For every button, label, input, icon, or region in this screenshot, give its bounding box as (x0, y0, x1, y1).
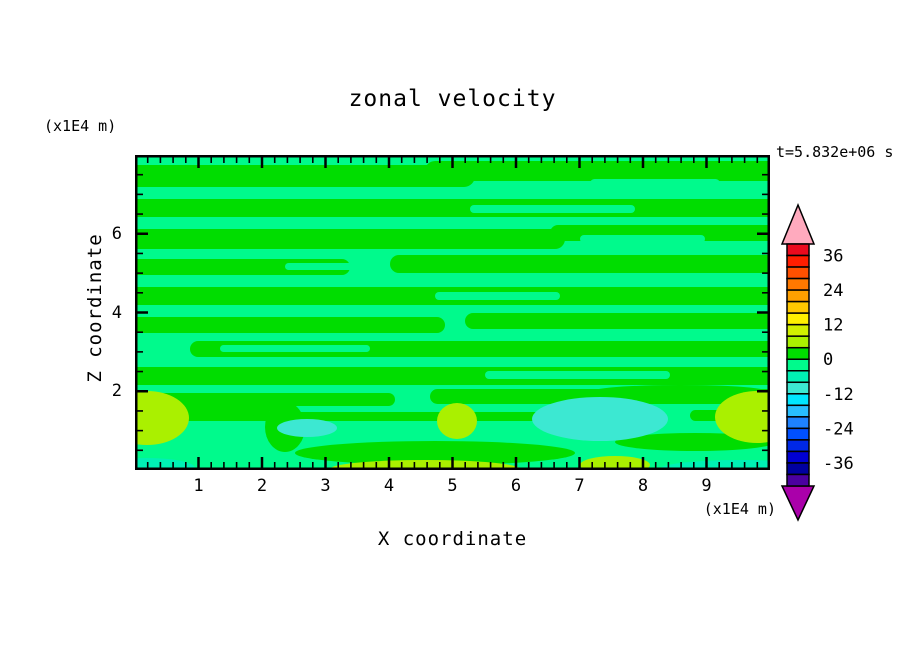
contour-band (135, 199, 770, 217)
colorbar-segment (786, 416, 810, 430)
colorbar-segment (786, 346, 810, 360)
colorbar-segment (786, 427, 810, 441)
contour-band (485, 371, 670, 379)
colorbar-segment (786, 300, 810, 314)
z-tick-label: 6 (111, 223, 122, 244)
contour-blob (437, 403, 477, 439)
contour-blob (715, 391, 770, 443)
contour-band (285, 263, 365, 270)
colorbar-label: -36 (823, 454, 854, 474)
contour-blob (532, 397, 668, 441)
colorbar-segment (786, 289, 810, 303)
timestamp-annotation: t=5.832e+06 s (776, 143, 894, 161)
contour-blob (135, 458, 195, 470)
contour-band (390, 255, 770, 273)
colorbar-segment (786, 404, 810, 418)
z-tick-label: 4 (111, 302, 122, 323)
colorbar-segment (786, 473, 810, 487)
colorbar-segment (786, 393, 810, 407)
colorbar-label: 24 (823, 281, 843, 301)
contour-blob (165, 396, 275, 418)
colorbar-segment (786, 381, 810, 395)
colorbar-segment (786, 462, 810, 476)
colorbar-segment (786, 335, 810, 349)
contour-blob (135, 391, 189, 445)
contour-plot (135, 155, 770, 470)
x-tick-label: 8 (637, 476, 649, 496)
contour-blob (295, 441, 575, 465)
contour-blob (580, 456, 650, 470)
x-tick-label: 2 (256, 476, 268, 496)
colorbar-label: -12 (823, 385, 854, 405)
x-axis-unit-label: (x1E4 m) (703, 500, 776, 518)
colorbar-over-arrow (780, 203, 816, 245)
x-tick-label: 4 (383, 476, 395, 496)
x-axis-title: X coordinate (377, 528, 528, 550)
colorbar-segment (786, 323, 810, 337)
contour-band (135, 165, 475, 187)
colorbar-label: -24 (823, 419, 854, 439)
colorbar-label: 0 (823, 350, 833, 370)
x-tick-label: 6 (510, 476, 522, 496)
contour-band (465, 313, 770, 329)
colorbar-segment (786, 254, 810, 268)
colorbar-segment (786, 277, 810, 291)
z-axis-title: Z coordinate (84, 233, 106, 383)
contour-band (435, 292, 560, 300)
contour-band (135, 229, 565, 249)
colorbar-segment (786, 439, 810, 453)
colorbar-label: 12 (823, 316, 843, 336)
contour-band (135, 317, 445, 333)
colorbar-label: 36 (823, 247, 843, 267)
colorbar-segment (786, 450, 810, 464)
x-tick-label: 7 (574, 476, 585, 496)
contour-band (425, 161, 770, 181)
contour-band (590, 179, 720, 188)
x-tick-label: 1 (193, 476, 204, 496)
colorbar: 36 24 12 0 -12 -24 -36 (780, 203, 854, 522)
x-tick-label: 3 (320, 476, 331, 496)
colorbar-segment (786, 243, 810, 257)
contour-blob (590, 385, 770, 399)
x-tick-label: 9 (701, 476, 712, 496)
z-axis-unit-label: (x1E4 m) (44, 117, 117, 135)
colorbar-under-arrow (780, 485, 816, 522)
contour-band (580, 235, 705, 243)
contour-blob (277, 419, 337, 437)
z-tick-label: 2 (111, 381, 122, 402)
colorbar-segment (786, 266, 810, 280)
colorbar-segment (786, 312, 810, 326)
contour-band (470, 205, 635, 213)
colorbar-segment (786, 358, 810, 372)
plot-title: zonal velocity (348, 86, 557, 112)
colorbar-segment (786, 370, 810, 384)
contour-band (220, 345, 370, 352)
contour-band (135, 367, 770, 385)
x-tick-label: 5 (447, 476, 458, 496)
plot-frame (135, 155, 770, 470)
